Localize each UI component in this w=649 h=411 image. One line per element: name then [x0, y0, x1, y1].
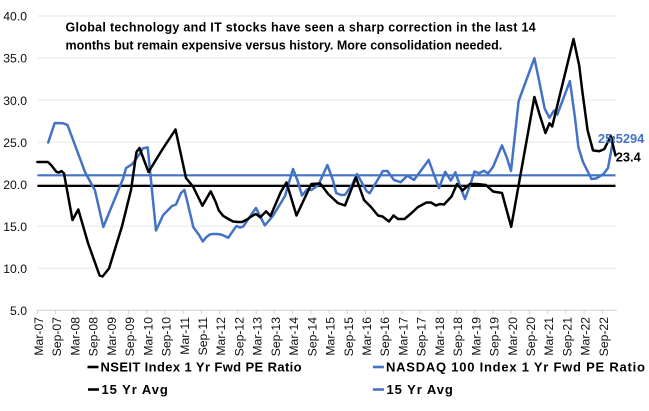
svg-text:30.0: 30.0	[3, 94, 27, 108]
svg-text:Sep-21: Sep-21	[560, 317, 574, 357]
svg-text:Mar-12: Mar-12	[214, 317, 228, 356]
svg-text:Mar-14: Mar-14	[287, 317, 301, 356]
svg-text:Sep-18: Sep-18	[451, 317, 465, 357]
svg-text:Mar-13: Mar-13	[251, 317, 265, 356]
svg-text:Mar-17: Mar-17	[396, 317, 410, 356]
svg-text:Sep-14: Sep-14	[305, 317, 319, 357]
svg-text:Mar-15: Mar-15	[324, 317, 338, 356]
svg-text:Sep-17: Sep-17	[415, 317, 429, 357]
svg-text:Sep-13: Sep-13	[269, 317, 283, 357]
svg-text:5.0: 5.0	[10, 304, 27, 318]
svg-text:Sep-09: Sep-09	[123, 317, 137, 357]
svg-text:Mar-09: Mar-09	[105, 317, 119, 356]
svg-text:NSEIT Index 1 Yr Fwd PE Ratio: NSEIT Index 1 Yr Fwd PE Ratio	[101, 359, 303, 374]
svg-text:Sep-12: Sep-12	[232, 317, 246, 357]
svg-text:Sep-07: Sep-07	[50, 317, 64, 357]
svg-text:NASDAQ 100 Index 1 Yr Fwd PE R: NASDAQ 100 Index 1 Yr Fwd PE Ratio	[386, 359, 646, 374]
svg-text:10.0: 10.0	[3, 262, 27, 276]
svg-text:25.0: 25.0	[3, 136, 27, 150]
svg-text:Mar-18: Mar-18	[433, 317, 447, 356]
svg-text:Sep-16: Sep-16	[378, 317, 392, 357]
svg-text:23.4: 23.4	[616, 150, 642, 165]
svg-text:Mar-10: Mar-10	[141, 317, 155, 356]
svg-text:Sep-10: Sep-10	[160, 317, 174, 357]
svg-text:15.0: 15.0	[3, 220, 27, 234]
svg-text:20.0: 20.0	[3, 178, 27, 192]
svg-text:Sep-11: Sep-11	[196, 317, 210, 356]
svg-text:15 Yr Avg: 15 Yr Avg	[387, 382, 454, 397]
svg-text:35.0: 35.0	[3, 52, 27, 66]
svg-text:Sep-19: Sep-19	[488, 317, 502, 357]
svg-text:Mar-11: Mar-11	[178, 317, 192, 355]
svg-text:Mar-16: Mar-16	[360, 317, 374, 356]
svg-text:Sep-08: Sep-08	[87, 317, 101, 357]
svg-text:Sep-22: Sep-22	[597, 317, 611, 357]
svg-text:40.0: 40.0	[3, 10, 27, 24]
svg-text:Mar-21: Mar-21	[542, 317, 556, 356]
svg-text:25.5294: 25.5294	[598, 131, 645, 146]
svg-text:Sep-20: Sep-20	[524, 317, 538, 357]
svg-text:Mar-07: Mar-07	[32, 317, 46, 356]
svg-text:Mar-22: Mar-22	[579, 317, 593, 356]
svg-text:Mar-08: Mar-08	[68, 317, 82, 356]
svg-text:Mar-19: Mar-19	[469, 317, 483, 356]
svg-text:Global technology and IT stock: Global technology and IT stocks have see…	[66, 21, 537, 35]
svg-text:Mar-20: Mar-20	[506, 317, 520, 356]
svg-text:Sep-15: Sep-15	[342, 317, 356, 357]
svg-text:15 Yr Avg: 15 Yr Avg	[102, 382, 169, 397]
svg-text:months but remain expensive ve: months but remain expensive versus histo…	[66, 39, 503, 53]
